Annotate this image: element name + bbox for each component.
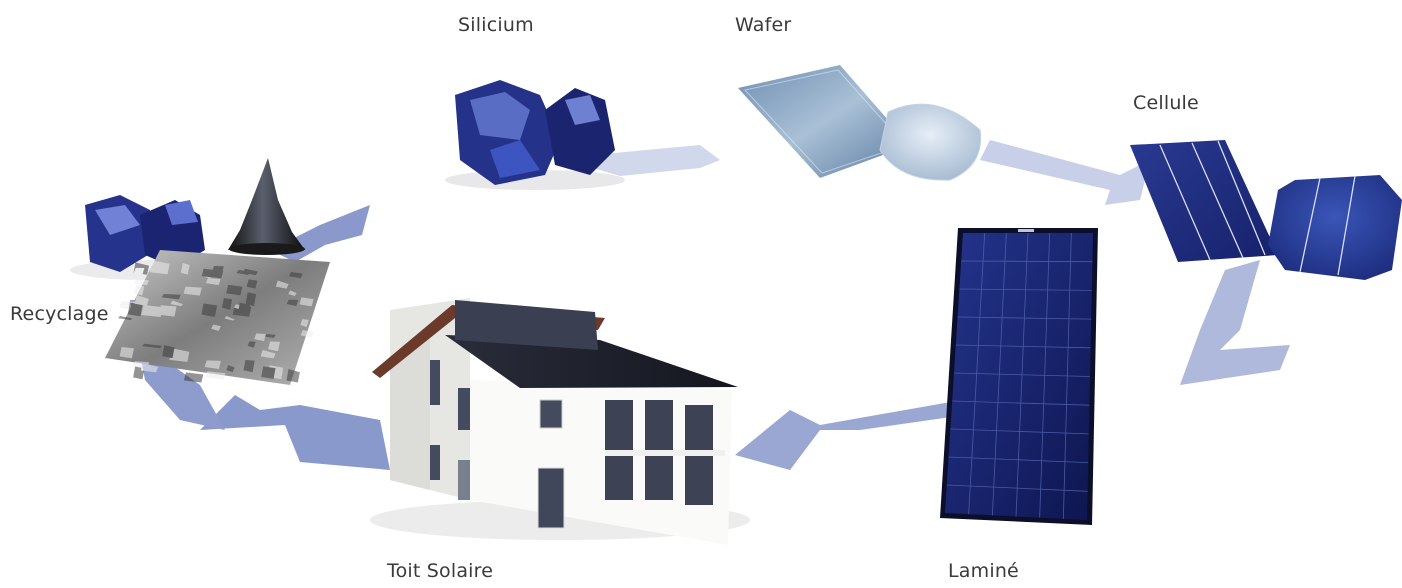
label-lamine: Laminé <box>948 560 1019 582</box>
label-toit-solaire: Toit Solaire <box>387 560 494 582</box>
label-silicium: Silicium <box>458 14 534 36</box>
cellule-image <box>1130 140 1402 280</box>
arrow-wafer-to-cellule <box>980 140 1150 205</box>
arrow-cellule-to-lamine <box>1180 260 1290 385</box>
arrow-toit-to-recyclage <box>200 395 390 470</box>
label-recyclage: Recyclage <box>10 303 109 325</box>
recyclage-image <box>70 158 330 385</box>
arrow-silicium-to-wafer <box>560 145 720 176</box>
wafer-image <box>738 65 982 181</box>
lamine-image <box>940 228 1098 525</box>
silicium-image <box>445 80 625 190</box>
arrow-lamine-to-toit <box>735 395 1000 470</box>
toit-solaire-image <box>370 298 750 545</box>
label-cellule: Cellule <box>1133 92 1199 114</box>
label-wafer: Wafer <box>735 14 792 36</box>
